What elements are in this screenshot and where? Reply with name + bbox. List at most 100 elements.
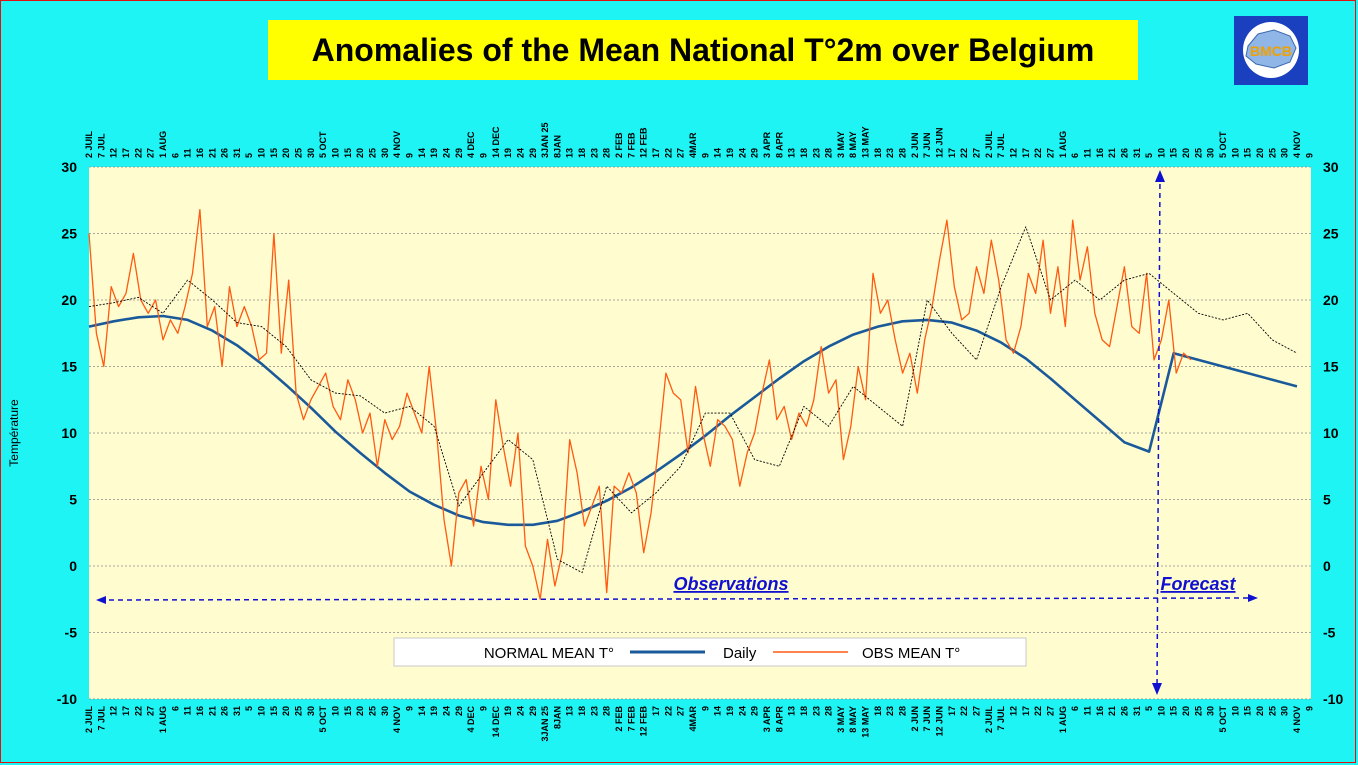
x-tick-label-top: 30	[380, 148, 390, 158]
plot-area	[89, 167, 1311, 699]
x-tick-label-top: 20	[281, 148, 291, 158]
x-tick-label-bottom: 20	[281, 706, 291, 716]
x-tick-label-bottom: 21	[1107, 706, 1117, 716]
x-tick-label-bottom: 16	[195, 706, 205, 716]
x-tick-label-top: 10	[257, 148, 267, 158]
x-tick-label-top: 28	[824, 148, 834, 158]
x-tick-label-top: 13	[787, 148, 797, 158]
x-tick-label-bottom: 15	[1169, 706, 1179, 716]
x-tick-label-bottom: 6	[1070, 706, 1080, 711]
x-tick-label-top: 10	[1156, 148, 1166, 158]
x-tick-label-bottom: 9	[478, 706, 488, 711]
x-axis-top: 2 JUIL 7 JUL 12 17 22 27 1 AUG 6 11 16 21 26 31 5 10 15…	[84, 122, 1314, 158]
x-tick-label-bottom: 30	[1206, 706, 1216, 716]
legend-label-daily: Daily	[723, 645, 757, 662]
y-tick-label: 0	[69, 558, 77, 574]
x-tick-label-bottom: 28	[898, 706, 908, 716]
forecast-divider-arrow-top	[1155, 170, 1165, 182]
y-tick-label: 20	[1323, 292, 1339, 308]
x-tick-label-top: 18	[799, 148, 809, 158]
x-tick-label-bottom: 7 JUL	[996, 706, 1006, 731]
x-tick-label-top: 13 MAY	[861, 126, 871, 158]
forecast-divider-arrow-bottom	[1152, 683, 1162, 695]
x-tick-label-bottom: 7 JUN	[922, 706, 932, 732]
x-tick-label-top: 27	[146, 148, 156, 158]
x-tick-label-bottom: 17	[651, 706, 661, 716]
x-tick-label-bottom: 6	[170, 706, 180, 711]
x-tick-label-bottom: 20	[1255, 706, 1265, 716]
x-tick-label-top: 18	[873, 148, 883, 158]
x-tick-label-bottom: 18	[873, 706, 883, 716]
x-tick-label-top: 25	[294, 148, 304, 158]
x-tick-label-top: 2 JUN	[910, 132, 920, 158]
x-tick-label-bottom: 25	[368, 706, 378, 716]
x-tick-label-bottom: 17	[1021, 706, 1031, 716]
x-tick-label-bottom: 4 DEC	[466, 706, 476, 733]
normal-mean-line	[88, 226, 1298, 574]
x-tick-label-top: 3 MAY	[836, 131, 846, 158]
x-tick-label-bottom: 29	[750, 706, 760, 716]
x-tick-label-bottom: 14	[713, 706, 723, 716]
x-tick-label-bottom: 9	[404, 706, 414, 711]
x-tick-label-bottom: 12 FEB	[639, 706, 649, 737]
x-tick-label-bottom: 1 AUG	[1058, 706, 1068, 733]
x-tick-label-top: 29	[750, 148, 760, 158]
x-tick-label-top: 20	[355, 148, 365, 158]
x-tick-label-top: 21	[207, 148, 217, 158]
x-tick-label-bottom: 2 FEB	[614, 706, 624, 732]
forecast-label: Forecast	[1160, 574, 1236, 594]
x-tick-label-bottom: 2 JUIL	[984, 706, 994, 734]
x-tick-label-top: 16	[195, 148, 205, 158]
x-tick-label-bottom: 23	[589, 706, 599, 716]
daily-line	[88, 314, 1298, 527]
x-tick-label-bottom: 12 JUN	[935, 706, 945, 737]
x-tick-label-bottom: 13	[565, 706, 575, 716]
x-tick-label-top: 21	[1107, 148, 1117, 158]
x-tick-label-top: 12	[109, 148, 119, 158]
x-tick-label-top: 11	[1082, 148, 1092, 158]
y-tick-label: 30	[61, 159, 77, 175]
title-box: Anomalies of the Mean National T°2m over…	[268, 20, 1138, 80]
x-tick-label-top: 25	[1193, 148, 1203, 158]
x-tick-label-top: 6	[1070, 153, 1080, 158]
x-tick-label-bottom: 2 JUIL	[84, 706, 94, 734]
x-tick-label-top: 26	[1119, 148, 1129, 158]
y-tick-label: 5	[69, 492, 77, 508]
x-tick-label-bottom: 16	[1095, 706, 1105, 716]
y-tick-label: 15	[1323, 359, 1339, 375]
x-tick-label-top: 24	[737, 148, 747, 158]
x-tick-label-bottom: 4MAR	[688, 706, 698, 732]
y-tick-label: 15	[61, 359, 77, 375]
x-tick-label-top: 5	[1144, 153, 1154, 158]
x-tick-label-bottom: 5	[244, 706, 254, 711]
x-tick-label-top: 1 AUG	[1058, 131, 1068, 158]
x-tick-label-top: 28	[898, 148, 908, 158]
x-tick-label-bottom: 3 MAY	[836, 706, 846, 733]
x-tick-label-top: 2 JUIL	[84, 130, 94, 158]
x-tick-label-top: 26	[220, 148, 230, 158]
x-tick-label-bottom: 18	[799, 706, 809, 716]
x-tick-label-top: 5	[244, 153, 254, 158]
x-tick-label-top: 15	[1169, 148, 1179, 158]
x-tick-label-top: 8 MAY	[848, 131, 858, 158]
x-tick-label-top: 17	[1021, 148, 1031, 158]
x-tick-label-top: 5 OCT	[318, 131, 328, 158]
chart-title: Anomalies of the Mean National T°2m over…	[311, 31, 1095, 68]
x-tick-label-bottom: 11	[183, 706, 193, 716]
y-tick-label: 30	[1323, 159, 1339, 175]
x-tick-label-top: 23	[811, 148, 821, 158]
forecast-divider	[1156, 174, 1161, 691]
x-tick-label-top: 7 FEB	[626, 132, 636, 158]
x-tick-label-bottom: 27	[972, 706, 982, 716]
x-tick-label-bottom: 10	[1230, 706, 1240, 716]
x-tick-label-top: 8 APR	[774, 131, 784, 158]
x-tick-label-bottom: 31	[232, 706, 242, 716]
x-tick-label-bottom: 20	[1181, 706, 1191, 716]
x-tick-label-top: 12 JUN	[935, 127, 945, 158]
x-tick-label-top: 15	[269, 148, 279, 158]
x-tick-label-top: 30	[306, 148, 316, 158]
x-tick-label-top: 25	[368, 148, 378, 158]
x-tick-label-bottom: 22	[663, 706, 673, 716]
x-tick-label-bottom: 25	[1267, 706, 1277, 716]
legend-box	[393, 637, 1027, 667]
